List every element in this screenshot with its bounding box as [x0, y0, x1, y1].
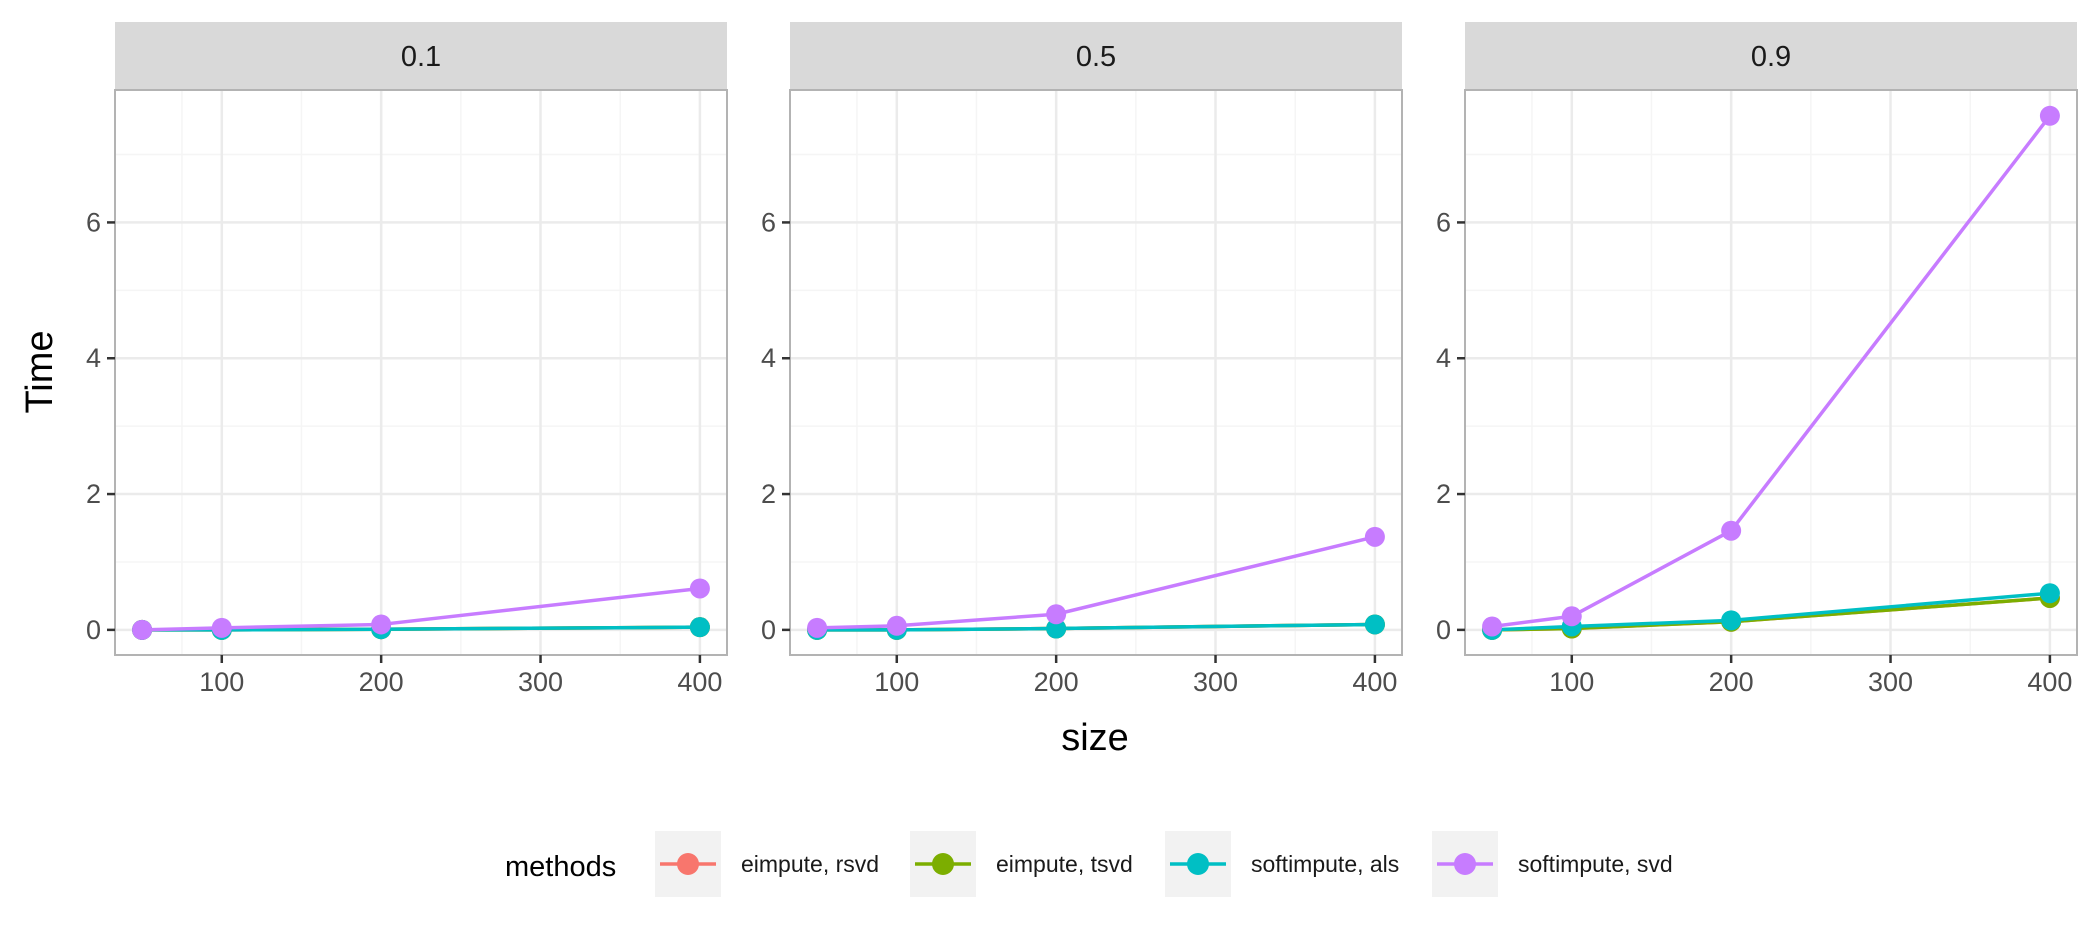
legend-label: eimpute, rsvd: [741, 851, 879, 877]
y-tick-label: 4: [86, 343, 101, 373]
panel-border: [114, 89, 728, 656]
x-tick-label: 300: [518, 667, 563, 697]
facet-panel: 0.9 0 2 4 6 100 200 300 400: [1436, 22, 2078, 697]
data-point: [1364, 526, 1385, 547]
data-point: [2039, 105, 2060, 126]
x-tick-label: 400: [2027, 667, 2072, 697]
data-point: [1721, 520, 1742, 541]
series-line: [817, 535, 1376, 630]
y-tick-label: 2: [86, 479, 101, 509]
legend-key-point: [1454, 853, 1476, 875]
data-point: [1364, 614, 1385, 635]
data-point: [132, 619, 153, 640]
panel-border: [789, 89, 1403, 656]
y-tick-label: 4: [761, 343, 776, 373]
x-tick-label: 200: [359, 667, 404, 697]
legend-entry: eimpute, tsvd: [910, 831, 1133, 897]
plot-background: [1465, 90, 2077, 655]
facet-panel: 0.1 0 2 4 6 100 200 300 400: [86, 22, 728, 697]
legend-label: softimpute, als: [1251, 851, 1399, 877]
series-line: [1492, 591, 2051, 632]
data-point: [1046, 618, 1067, 639]
legend: methods eimpute, rsvd eimpute, tsvd softim…: [505, 831, 1673, 897]
data-point: [1721, 610, 1742, 631]
legend-entry: softimpute, als: [1165, 831, 1399, 897]
legend-label: eimpute, tsvd: [996, 851, 1133, 877]
x-tick-label: 400: [677, 667, 722, 697]
y-tick-label: 2: [761, 479, 776, 509]
data-point: [371, 614, 392, 635]
data-point: [1482, 616, 1503, 637]
x-axis-title: size: [1061, 717, 1129, 759]
series-line: [817, 622, 1375, 632]
data-point: [689, 617, 710, 638]
y-tick-label: 0: [86, 615, 101, 645]
facet-strip: [1465, 22, 2077, 90]
facet-strip-label: 0.5: [1076, 41, 1116, 73]
y-tick-label: 0: [1436, 615, 1451, 645]
x-tick-label: 100: [199, 667, 244, 697]
x-tick-label: 300: [1193, 667, 1238, 697]
series-line: [1491, 114, 2052, 629]
y-tick-label: 6: [761, 207, 776, 237]
legend-key-point: [677, 853, 699, 875]
data-point: [1046, 604, 1067, 625]
data-point: [1561, 606, 1582, 627]
panel-border: [1464, 89, 2078, 656]
x-tick-label: 100: [874, 667, 919, 697]
y-tick-label: 0: [761, 615, 776, 645]
data-point: [2039, 583, 2060, 604]
series-line: [142, 586, 701, 632]
x-tick-label: 300: [1868, 667, 1913, 697]
y-axis-title: Time: [19, 330, 61, 413]
x-tick-label: 200: [1709, 667, 1754, 697]
plot-background: [115, 90, 727, 655]
data-point: [211, 617, 232, 638]
legend-key-point: [932, 853, 954, 875]
data-point: [886, 615, 907, 636]
facet-strip-label: 0.1: [401, 41, 441, 73]
legend-entry: eimpute, rsvd: [655, 831, 879, 897]
facet-strip: [115, 22, 727, 90]
x-tick-label: 200: [1034, 667, 1079, 697]
data-point: [689, 578, 710, 599]
data-point: [807, 617, 828, 638]
y-tick-label: 4: [1436, 343, 1451, 373]
facet-strip: [790, 22, 1402, 90]
y-tick-label: 6: [1436, 207, 1451, 237]
y-tick-label: 6: [86, 207, 101, 237]
x-tick-label: 100: [1549, 667, 1594, 697]
legend-title: methods: [505, 851, 616, 883]
facet-strip-label: 0.9: [1751, 41, 1791, 73]
plot-background: [790, 90, 1402, 655]
facet-panel: 0.5 0 2 4 6 100 200 300 400: [761, 22, 1403, 697]
y-tick-label: 2: [1436, 479, 1451, 509]
legend-key-point: [1187, 853, 1209, 875]
legend-label: softimpute, svd: [1518, 851, 1673, 877]
legend-entry: softimpute, svd: [1432, 831, 1673, 897]
x-tick-label: 400: [1352, 667, 1397, 697]
